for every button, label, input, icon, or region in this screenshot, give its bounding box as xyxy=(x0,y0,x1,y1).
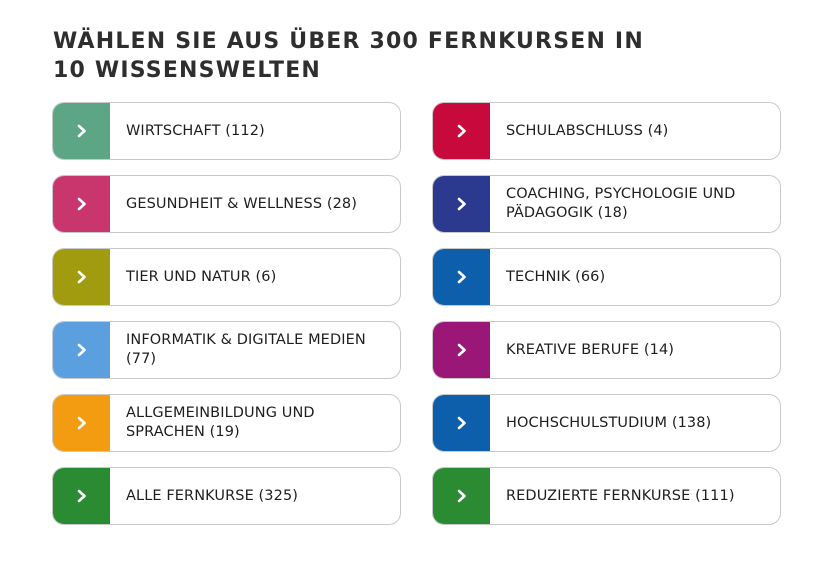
category-color-swatch xyxy=(53,322,110,378)
category-color-swatch xyxy=(433,249,490,305)
category-card-reduzierte-fernkurse[interactable]: REDUZIERTE FERNKURSE (111) xyxy=(432,467,781,525)
category-color-swatch xyxy=(433,322,490,378)
category-card-coaching-psychologie-paedagogik[interactable]: COACHING, PSYCHOLOGIE UND PÄDAGOGIK (18) xyxy=(432,175,781,233)
category-card-schulabschluss[interactable]: SCHULABSCHLUSS (4) xyxy=(432,102,781,160)
category-color-swatch xyxy=(53,103,110,159)
category-label: ALLGEMEINBILDUNG UND SPRACHEN (19) xyxy=(126,405,315,440)
category-card-wirtschaft[interactable]: WIRTSCHAFT (112) xyxy=(52,102,401,160)
category-card-hochschulstudium[interactable]: HOCHSCHULSTUDIUM (138) xyxy=(432,394,781,452)
category-card-technik[interactable]: TECHNIK (66) xyxy=(432,248,781,306)
category-color-swatch xyxy=(53,395,110,451)
category-color-swatch xyxy=(433,103,490,159)
category-label: KREATIVE BERUFE (14) xyxy=(506,341,675,358)
category-label: HOCHSCHULSTUDIUM (138) xyxy=(506,414,712,431)
category-color-swatch xyxy=(433,176,490,232)
chevron-right-icon xyxy=(456,343,468,357)
chevron-right-icon xyxy=(456,489,468,503)
page-title-line-2: 10 WISSENSWELTEN xyxy=(53,58,322,83)
category-label: ALLE FERNKURSE (325) xyxy=(126,487,299,504)
category-label: TECHNIK (66) xyxy=(506,268,606,285)
chevron-right-icon xyxy=(76,270,88,284)
category-color-swatch xyxy=(53,176,110,232)
category-card-tier-und-natur[interactable]: TIER UND NATUR (6) xyxy=(52,248,401,306)
chevron-right-icon xyxy=(76,416,88,430)
category-label: WIRTSCHAFT (112) xyxy=(126,122,265,139)
category-grid: WIRTSCHAFT (112) SCHULABSCHLUSS (4) GESU… xyxy=(52,102,781,525)
category-label: SCHULABSCHLUSS (4) xyxy=(506,122,669,139)
page-title: WÄHLEN SIE AUS ÜBER 300 FERNKURSEN IN 10… xyxy=(53,27,753,85)
category-label: GESUNDHEIT & WELLNESS (28) xyxy=(126,195,357,212)
category-card-gesundheit-wellness[interactable]: GESUNDHEIT & WELLNESS (28) xyxy=(52,175,401,233)
category-card-kreative-berufe[interactable]: KREATIVE BERUFE (14) xyxy=(432,321,781,379)
chevron-right-icon xyxy=(456,124,468,138)
chevron-right-icon xyxy=(76,124,88,138)
page-title-line-1: WÄHLEN SIE AUS ÜBER 300 FERNKURSEN IN xyxy=(53,29,644,54)
chevron-right-icon xyxy=(76,343,88,357)
category-label: TIER UND NATUR (6) xyxy=(126,268,277,285)
category-label: INFORMATIK & DIGITALE MEDIEN (77) xyxy=(126,332,366,367)
chevron-right-icon xyxy=(456,416,468,430)
chevron-right-icon xyxy=(456,197,468,211)
category-card-allgemeinbildung-sprachen[interactable]: ALLGEMEINBILDUNG UND SPRACHEN (19) xyxy=(52,394,401,452)
category-color-swatch xyxy=(53,468,110,524)
category-card-informatik-digitale-medien[interactable]: INFORMATIK & DIGITALE MEDIEN (77) xyxy=(52,321,401,379)
chevron-right-icon xyxy=(76,197,88,211)
category-color-swatch xyxy=(433,468,490,524)
category-label: REDUZIERTE FERNKURSE (111) xyxy=(506,487,735,504)
chevron-right-icon xyxy=(76,489,88,503)
category-label: COACHING, PSYCHOLOGIE UND PÄDAGOGIK (18) xyxy=(506,186,736,221)
category-color-swatch xyxy=(53,249,110,305)
category-color-swatch xyxy=(433,395,490,451)
category-card-alle-fernkurse[interactable]: ALLE FERNKURSE (325) xyxy=(52,467,401,525)
chevron-right-icon xyxy=(456,270,468,284)
